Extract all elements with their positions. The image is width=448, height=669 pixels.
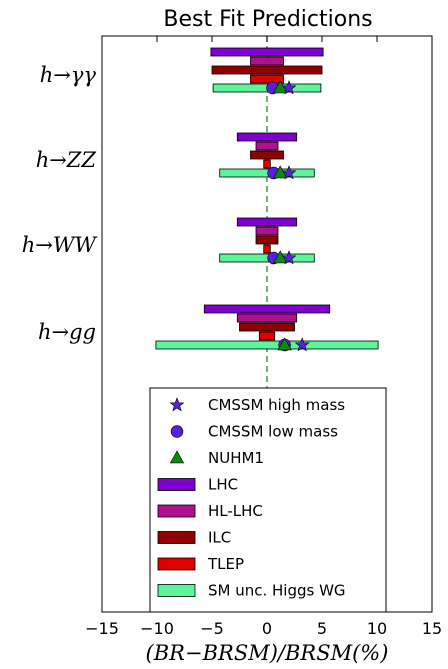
bar-tlep-2 bbox=[263, 159, 271, 169]
category-label-4: h→gg bbox=[38, 320, 96, 344]
bar-sm-unc-higgs-wg-3 bbox=[219, 253, 315, 263]
bar-hl-lhc-2 bbox=[255, 141, 279, 151]
bar-hl-lhc-3 bbox=[255, 226, 279, 236]
marker-nuhm1-1 bbox=[273, 80, 288, 94]
chart-title: Best Fit Predictions bbox=[163, 7, 372, 32]
x-tick-label: −5 bbox=[200, 619, 224, 638]
legend-swatch-tlep bbox=[157, 557, 196, 571]
x-tick-label: 0 bbox=[262, 619, 272, 638]
legend-label-lhc: LHC bbox=[208, 476, 238, 494]
bar-tlep-1 bbox=[250, 74, 284, 84]
plot-area: h→γγ h→ZZ h→WW h→gg bbox=[22, 36, 379, 612]
bar-lhc-1 bbox=[210, 47, 324, 57]
legend: CMSSM high mass CMSSM low mass NUHM1 LHC HL-… bbox=[149, 387, 387, 613]
legend-label-cmssm-high-mass: CMSSM high mass bbox=[208, 396, 345, 414]
marker-cmssm-high-mass-4 bbox=[294, 337, 310, 352]
marker-cmssm-high-mass-1 bbox=[281, 80, 297, 95]
x-tick-label: 5 bbox=[317, 619, 327, 638]
legend-marker-cmssm-low-mass bbox=[170, 425, 184, 438]
legend-swatch-ilc bbox=[157, 531, 196, 544]
x-tick-label: −15 bbox=[85, 619, 119, 638]
bar-hl-lhc-4 bbox=[236, 313, 298, 323]
category-label-3: h→WW bbox=[22, 233, 99, 257]
marker-nuhm1-2 bbox=[273, 165, 288, 179]
marker-nuhm1-4 bbox=[277, 337, 292, 351]
bar-lhc-4 bbox=[203, 304, 331, 314]
bar-ilc-1 bbox=[211, 65, 323, 75]
marker-nuhm1-3 bbox=[273, 250, 288, 264]
bar-tlep-3 bbox=[263, 244, 271, 254]
legend-label-cmssm-low-mass: CMSSM low mass bbox=[208, 423, 338, 441]
legend-label-nuhm1: NUHM1 bbox=[208, 449, 264, 467]
legend-swatch-lhc bbox=[157, 478, 196, 491]
bar-ilc-3 bbox=[255, 235, 279, 245]
marker-cmssm-high-mass-2 bbox=[281, 165, 297, 180]
legend-box bbox=[149, 387, 387, 613]
legend-marker-cmssm-high-mass bbox=[169, 397, 185, 412]
bar-tlep-4 bbox=[258, 331, 276, 341]
bar-ilc-2 bbox=[250, 150, 284, 160]
category-label-2: h→ZZ bbox=[36, 148, 97, 172]
legend-swatch-hl-lhc bbox=[157, 504, 196, 518]
legend-label-tlep: TLEP bbox=[207, 555, 244, 573]
x-axis-label: (BR−BRSM)/BRSM(%) bbox=[146, 641, 389, 665]
x-tick-label: −10 bbox=[140, 619, 174, 638]
legend-label-ilc: ILC bbox=[208, 529, 231, 547]
bar-hl-lhc-1 bbox=[250, 56, 284, 66]
legend-label-hl-lhc: HL-LHC bbox=[208, 502, 263, 520]
x-tick-label: 15 bbox=[422, 619, 442, 638]
x-axis: −15 −10 −5 0 5 10 15 bbox=[85, 36, 442, 638]
bar-sm-unc-higgs-wg-2 bbox=[219, 168, 315, 178]
bar-sm-unc-higgs-wg-4 bbox=[155, 340, 379, 350]
bar-ilc-4 bbox=[239, 322, 295, 332]
marker-cmssm-high-mass-3 bbox=[281, 250, 297, 265]
bar-lhc-2 bbox=[236, 132, 298, 142]
legend-marker-nuhm1 bbox=[169, 450, 185, 464]
bar-lhc-3 bbox=[236, 217, 298, 227]
category-label-1: h→γγ bbox=[40, 63, 97, 87]
legend-label-sm-unc-higgs-wg: SM unc. Higgs WG bbox=[208, 582, 346, 600]
legend-swatch-sm-unc-higgs-wg bbox=[157, 584, 196, 597]
x-tick-label: 10 bbox=[367, 619, 387, 638]
